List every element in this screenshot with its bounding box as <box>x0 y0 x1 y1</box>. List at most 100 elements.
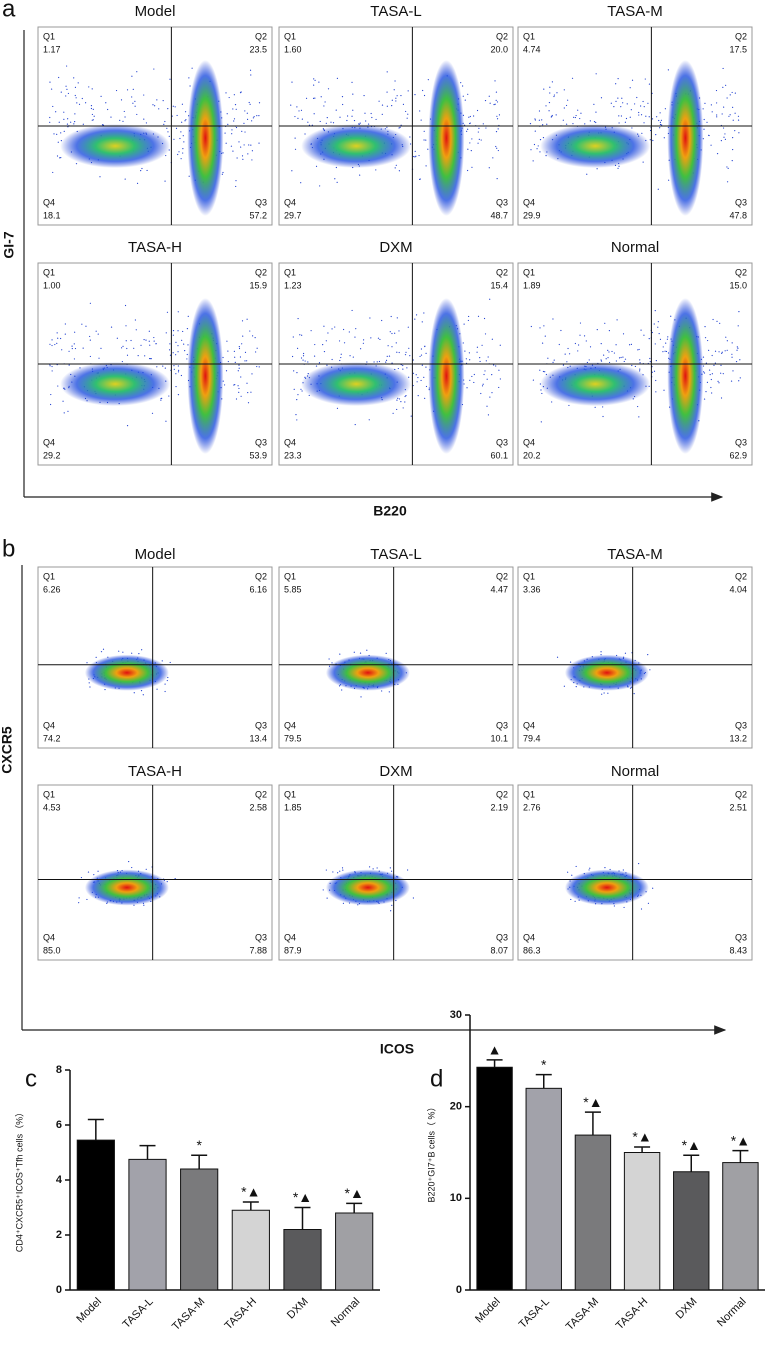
event-dot <box>143 118 145 120</box>
event-dot <box>169 343 171 345</box>
event-dot <box>348 331 350 333</box>
event-dot <box>552 361 554 363</box>
event-dot <box>618 165 620 167</box>
event-dot <box>562 119 564 121</box>
event-dot <box>342 328 345 331</box>
event-dot <box>248 101 250 104</box>
event-dot <box>327 332 329 334</box>
event-dot <box>244 360 246 362</box>
event-dot <box>588 869 590 871</box>
event-dot <box>731 91 733 94</box>
event-dot <box>661 124 663 126</box>
bar <box>673 1171 710 1291</box>
event-dot <box>249 103 251 105</box>
event-dot <box>654 310 656 312</box>
event-dot <box>720 364 722 366</box>
event-dot <box>643 334 645 336</box>
event-dot <box>711 354 713 357</box>
event-dot <box>164 690 166 693</box>
event-dot <box>172 352 174 354</box>
event-dot <box>391 104 393 107</box>
event-dot <box>381 690 383 692</box>
event-dot <box>711 111 713 113</box>
event-dot <box>604 322 606 324</box>
event-dot <box>569 661 572 663</box>
plot-frame <box>37 784 273 961</box>
event-dot <box>542 370 545 373</box>
event-dot <box>331 358 333 361</box>
event-dot <box>110 116 112 118</box>
event-dot <box>315 165 318 167</box>
event-dot <box>168 395 170 397</box>
event-dot <box>720 139 722 142</box>
panel-letter: c <box>25 1065 37 1092</box>
event-dot <box>402 407 404 409</box>
event-dot <box>238 347 241 350</box>
event-dot <box>704 102 706 104</box>
event-dot <box>156 688 158 690</box>
event-dot <box>89 355 91 358</box>
event-dot <box>246 112 248 114</box>
event-dot <box>539 151 541 153</box>
event-dot <box>151 412 154 414</box>
event-dot <box>243 144 245 146</box>
event-dot <box>351 115 353 117</box>
x-tick-label: DXM <box>285 1296 311 1322</box>
event-dot <box>575 114 577 117</box>
event-dot <box>495 365 497 367</box>
event-dot <box>553 95 555 98</box>
event-dot <box>631 364 633 367</box>
event-dot <box>394 332 396 334</box>
event-dot <box>183 141 185 143</box>
event-dot <box>310 330 312 332</box>
event-dot <box>425 352 427 354</box>
event-dot <box>144 355 146 357</box>
event-dot <box>145 868 147 870</box>
event-dot <box>74 347 77 350</box>
event-dot <box>568 404 570 407</box>
event-dot <box>169 78 171 80</box>
error-bar <box>634 1146 651 1153</box>
event-dot <box>92 108 94 111</box>
plot-frame <box>278 784 514 961</box>
event-dot <box>172 330 175 332</box>
quadrant-value: 57.2 <box>249 210 267 220</box>
event-dot <box>649 139 651 141</box>
quadrant-name: Q2 <box>735 571 747 581</box>
event-dot <box>629 87 631 89</box>
quadrant-value: 2.19 <box>490 802 508 812</box>
quadrant-value: 86.3 <box>523 945 541 955</box>
event-dot <box>177 351 179 353</box>
event-dot <box>481 385 484 387</box>
event-dot <box>651 371 653 373</box>
event-dot <box>574 900 576 902</box>
event-dot <box>160 399 162 401</box>
error-bar <box>191 1154 208 1169</box>
event-dot <box>49 403 52 406</box>
event-dot <box>396 95 398 97</box>
event-dot <box>390 315 392 318</box>
event-dot <box>705 362 707 364</box>
event-dot <box>174 106 176 108</box>
event-dot <box>177 153 179 156</box>
event-dot <box>468 315 470 318</box>
event-dot <box>355 328 357 330</box>
event-dot <box>533 143 536 146</box>
significance-marker: * <box>196 1137 202 1153</box>
event-dot <box>131 866 133 869</box>
event-dot <box>50 393 52 396</box>
event-dot <box>623 906 625 909</box>
bar <box>128 1158 167 1291</box>
event-dot <box>91 113 94 116</box>
event-dot <box>296 399 298 401</box>
event-dot <box>631 79 634 81</box>
event-dot <box>469 379 471 381</box>
event-dot <box>153 68 155 70</box>
event-dot <box>497 128 499 130</box>
quadrant-value: 29.2 <box>43 450 61 460</box>
bar <box>76 1139 115 1291</box>
event-dot <box>716 116 718 118</box>
event-dot <box>634 365 637 368</box>
quadrant-name: Q3 <box>735 720 747 730</box>
event-dot <box>396 399 398 401</box>
